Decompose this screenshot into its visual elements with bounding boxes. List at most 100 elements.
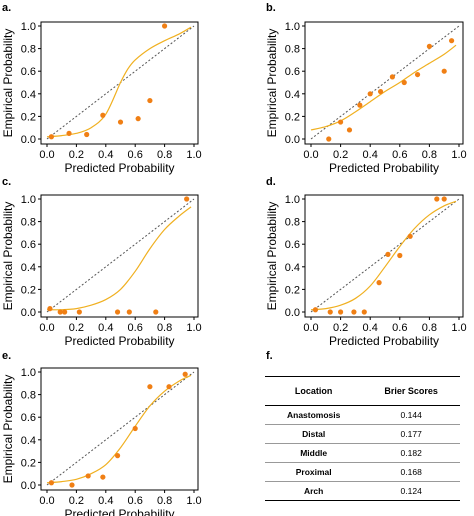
x-tick-label: 0.8 [157,495,172,507]
y-tick-label: 0.6 [285,239,300,251]
x-tick-label: 0.0 [303,149,318,161]
data-point [166,384,172,390]
data-point [327,309,333,315]
panel-label-d: d. [266,176,276,188]
panel-label-e: e. [2,350,12,362]
y-axis-label: Empirical Probability [1,202,15,311]
data-point [147,97,153,104]
data-point [441,196,447,202]
perfect-calibration-line [310,25,460,140]
y-tick-label: 0.2 [285,111,300,123]
brier-score-table: Location Brier Scores Anastomosis 0.144 … [265,376,460,501]
y-tick-label: 0.6 [21,66,36,78]
x-tick-label: 0.4 [98,322,113,334]
data-point [69,482,75,488]
y-tick-label: 0.4 [21,89,36,101]
data-point [48,134,55,140]
data-point [401,79,407,86]
plot-frame [304,21,464,145]
y-tick-label: 0.6 [285,66,300,78]
y-tick-label: 0.6 [21,412,36,424]
x-tick-label: 0.4 [363,149,378,161]
x-tick-label: 1.0 [451,322,466,334]
plot-frame [40,21,199,145]
x-axis-label: Predicted Probability [329,161,439,175]
plot-frame [304,194,464,318]
x-tick-label: 0.2 [69,322,84,334]
x-tick-label: 1.0 [186,149,201,161]
brier-cell: 0.168 [362,462,460,482]
plot-frame [40,194,199,318]
data-point [184,196,190,202]
calibration-curve [46,374,192,484]
calibration-plot-e: 0.0 0.2 0.4 0.6 0.8 1.0 0.0 0.2 0.4 0.6 0.8 1.0 Pred… [1,367,202,516]
location-cell: Proximal [265,462,363,482]
data-point [414,71,421,78]
y-tick-label: 0.8 [21,390,36,402]
brier-cell: 0.124 [362,481,460,501]
y-tick-label: 1.0 [21,21,36,33]
data-point [346,127,353,133]
panel-label-b: b. [266,2,276,14]
data-point [132,425,138,432]
y-tick-label: 1.0 [285,21,300,33]
table-row: Proximal 0.168 [265,462,460,482]
data-point [397,252,403,259]
column-header-location: Location [265,376,363,406]
x-tick-label: 0.2 [69,149,84,161]
x-axis-label: Predicted Probability [64,507,174,516]
y-tick-label: 1.0 [21,367,36,379]
y-tick-label: 0.4 [285,262,300,274]
data-point [312,307,319,313]
column-header-brier: Brier Scores [362,376,460,406]
data-point [434,196,440,202]
calibration-plot-c: 0.0 0.2 0.4 0.6 0.8 1.0 0.0 0.2 0.4 0.6 0.8 1.0 Pred… [1,194,202,348]
y-tick-label: 0.2 [21,457,36,469]
x-tick-label: 0.8 [157,322,172,334]
x-tick-label: 0.6 [128,322,143,334]
x-tick-label: 1.0 [451,149,466,161]
y-tick-label: 0.0 [21,480,36,492]
data-point [147,384,153,390]
y-tick-label: 0.2 [21,284,36,296]
data-point [385,251,391,257]
y-axis-label: Empirical Probability [265,202,279,311]
data-point [117,119,124,125]
y-tick-label: 0.8 [285,44,300,56]
calibration-curve [310,200,457,311]
x-tick-label: 0.2 [69,495,84,507]
data-point [76,309,82,315]
data-point [66,130,72,136]
brier-cell: 0.182 [362,443,460,463]
x-tick-label: 0.0 [39,149,54,161]
plot-frame [40,367,199,491]
location-cell: Middle [265,443,363,463]
perfect-calibration-line [46,371,195,486]
data-point [135,116,141,122]
x-tick-label: 0.6 [392,322,407,334]
y-axis-label: Empirical Probability [1,29,15,138]
table-header-row: Location Brier Scores [265,376,460,406]
table-row: Middle 0.182 [265,443,460,463]
data-point [361,309,367,315]
data-point [126,309,132,315]
data-point [84,131,90,138]
y-tick-label: 0.4 [285,89,300,101]
y-tick-label: 0.0 [285,307,300,319]
x-tick-label: 0.8 [422,322,437,334]
data-point [57,309,63,315]
location-cell: Distal [265,424,363,444]
data-point [357,102,363,108]
y-tick-label: 0.4 [21,262,36,274]
x-tick-label: 0.4 [363,322,378,334]
y-tick-label: 0.8 [285,217,300,229]
data-point [85,473,91,479]
x-axis-label: Predicted Probability [329,334,439,348]
y-tick-label: 0.0 [21,307,36,319]
data-point [367,91,373,97]
x-tick-label: 1.0 [186,322,201,334]
data-point [48,480,55,486]
data-point [351,309,357,315]
y-tick-label: 0.0 [285,134,300,146]
